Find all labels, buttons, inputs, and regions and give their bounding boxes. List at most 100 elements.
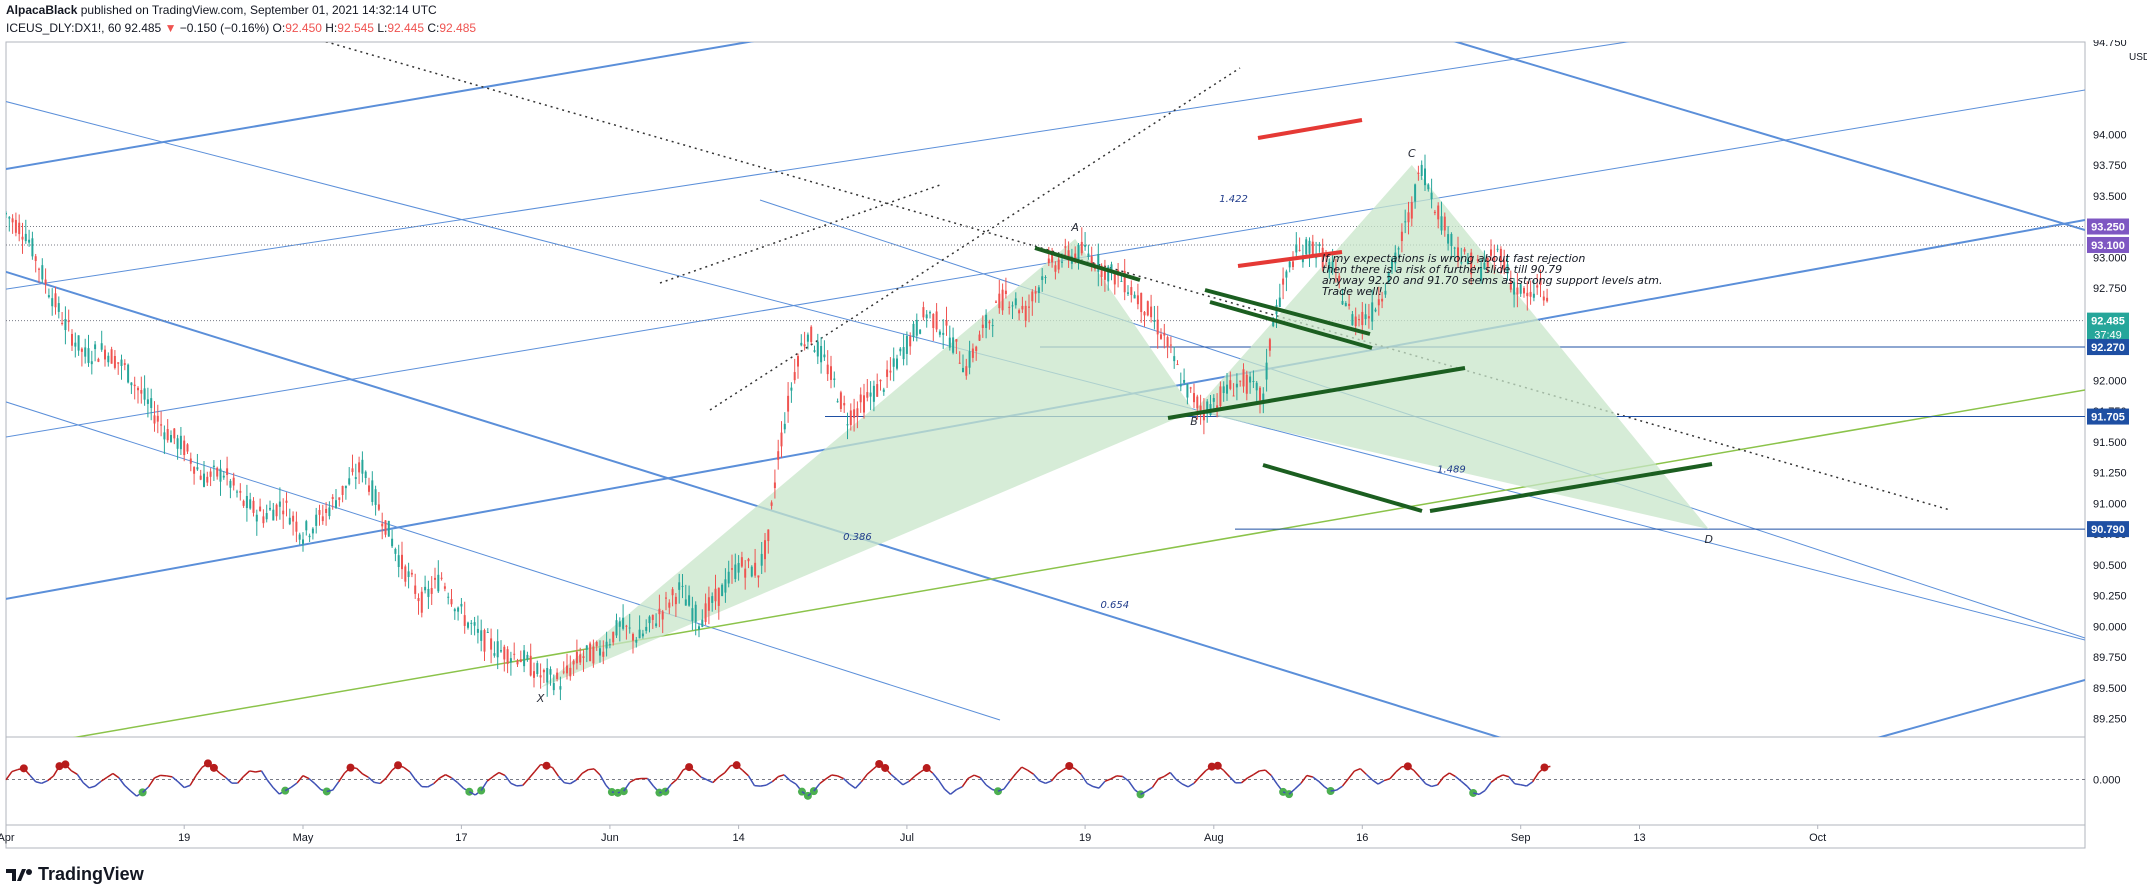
oscillator-segment [676,769,684,780]
oscillator-segment [468,791,476,796]
candle-body [1097,254,1100,272]
candle-body [592,646,595,664]
price-chart[interactable]: X A B C D 0.386 1.422 1.489 0.654 If my expectati… [0,40,2147,860]
ratio-label-1: 1.422 [1219,194,1248,205]
oscillator-segment [896,779,904,786]
oscillator-segment [1359,768,1367,775]
oscillator-segment [581,769,589,774]
oscillator-series [5,759,1551,800]
candle-body [104,349,106,360]
candle-body [1341,300,1344,305]
candle-body [335,500,337,508]
candle-body [701,619,704,627]
annotation-line-0: If my expectations is wrong about fast r… [1322,252,1585,265]
oscillator-segment [1454,775,1462,782]
candle-body [1443,216,1446,231]
oscillator-segment [11,768,19,773]
oscillator-segment [1146,786,1153,792]
close-label: C: [427,21,440,35]
candle-body [1523,288,1525,294]
oscillator-segment [825,774,833,780]
oscillator-zero-label: 0.000 [2093,775,2121,787]
oscillator-segment [724,765,732,774]
candle-body [391,538,394,547]
candle-body [1212,397,1215,402]
oscillator-segment [522,778,530,786]
candle-body [698,626,700,630]
price-tag-4-label: 91.705 [2091,412,2125,424]
price-tag-3-label: 92.270 [2091,342,2125,354]
candle-body [793,372,796,381]
candle-body [31,238,34,257]
candle-body [546,668,549,683]
candle-body [612,631,615,643]
author-name[interactable]: AlpacaBlack [6,3,78,17]
candle-body [711,596,714,603]
candle-body [975,346,978,352]
oscillator-segment [688,766,696,773]
price-tag-2-label: 92.485 [2091,316,2125,328]
price-tag-1-label: 93.100 [2091,240,2125,252]
oscillator-segment [1531,772,1540,783]
candle-body [1496,248,1499,250]
candle-body [1001,289,1004,311]
candle-body [684,599,687,606]
oscillator-segment [1080,773,1088,784]
green-trend-line [72,389,2085,737]
y-tick-label: 90.250 [2093,591,2127,603]
candle-body [1014,298,1017,306]
oscillator-segment [997,788,1005,792]
oscillator-segment [1371,779,1379,785]
tradingview-logo[interactable]: TradingView [6,864,144,885]
candle-body [1288,261,1291,268]
candle-body [430,588,433,594]
candle-body [417,598,420,602]
oscillator-segment [843,778,850,785]
candle-body [1176,364,1179,366]
candle-body [394,548,397,554]
candle-body [1400,231,1403,242]
candle-body [94,344,97,350]
candle-body [638,629,641,639]
high-label: H: [325,21,338,35]
candle-body [1130,287,1133,296]
candle-body [1529,291,1532,297]
oscillator-segment [937,779,946,790]
candle-body [1391,259,1393,270]
oscillator-segment [1187,782,1195,788]
oscillator-segment [985,784,993,790]
candle-body [1077,244,1080,261]
oscillator-segment [961,777,969,788]
candle-body [810,326,813,342]
candle-body [1447,234,1450,244]
candle-body [721,584,724,597]
candle-body [866,392,869,398]
pattern-point-B: B [1190,415,1198,428]
pattern-point-A: A [1070,221,1079,234]
oscillator-segment [272,787,280,795]
candle-body [1305,239,1308,255]
candle-body [325,508,328,514]
ratio-label-3: 0.654 [1100,600,1129,611]
candle-body [1169,344,1172,346]
green-target-b [1204,288,1371,336]
candle-body [872,385,875,402]
candle-body [1229,380,1232,389]
candle-body [938,331,941,335]
candle-body [1486,257,1489,269]
oscillator-segment [1163,771,1171,778]
price-tag-0-bg [2087,218,2129,235]
oscillator-segment [456,781,464,789]
oscillator-segment [1270,775,1278,785]
oscillator-segment [623,781,631,792]
candle-body [1318,244,1321,247]
candle-body [1351,314,1354,326]
candle-body [222,475,225,478]
candle-body [625,625,628,627]
oscillator-segment [1050,773,1058,782]
candle-body [839,392,842,409]
candle-body [886,369,889,377]
candle-body [146,399,149,404]
candle-body [496,641,499,658]
oscillator-segment [290,782,298,788]
